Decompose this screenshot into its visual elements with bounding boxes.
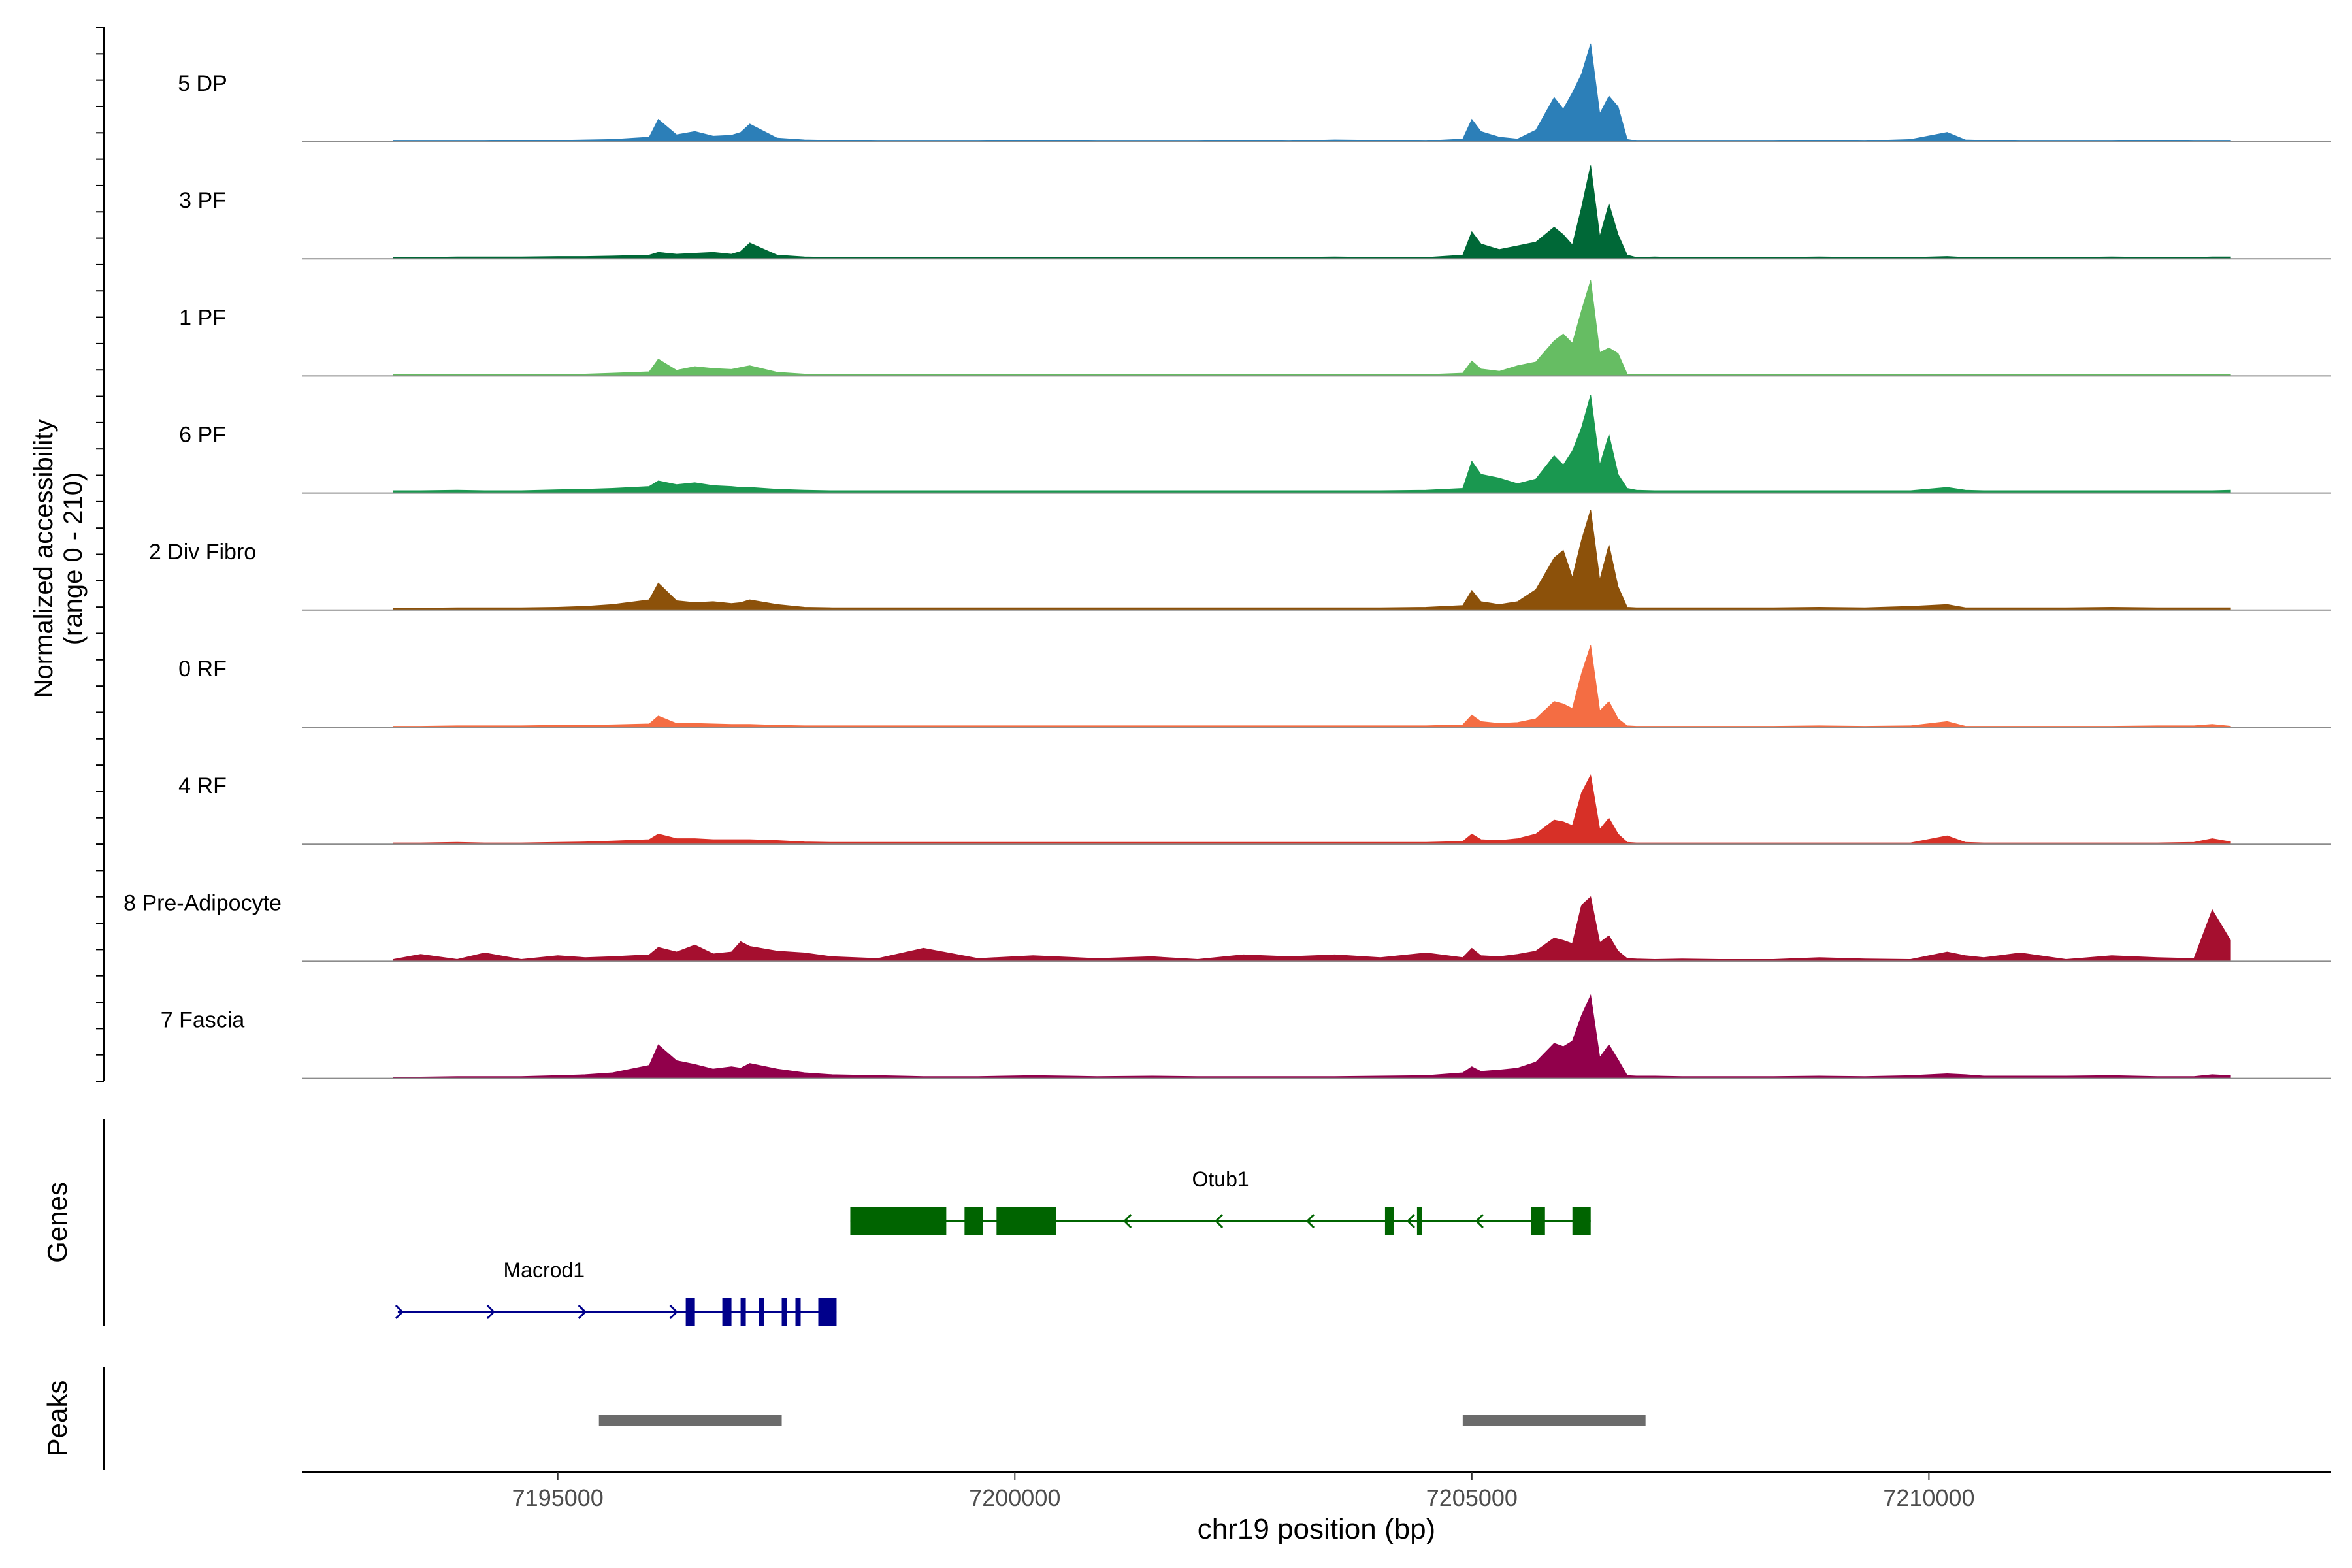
strand-arrow bbox=[669, 1304, 678, 1320]
strand-arrow bbox=[1406, 1213, 1415, 1229]
coverage-track: 5 DP bbox=[178, 43, 2331, 142]
gene-exon bbox=[818, 1298, 837, 1326]
gene-exon bbox=[1416, 1207, 1422, 1235]
coverage-track: 8 Pre-Adipocyte bbox=[123, 890, 2331, 962]
peak-region bbox=[1462, 1415, 1646, 1426]
x-tick-label: 7200000 bbox=[969, 1484, 1060, 1511]
gene-exon bbox=[795, 1298, 801, 1326]
coverage-track: 2 Div Fibro bbox=[149, 510, 2331, 611]
coverage-track: 3 PF bbox=[179, 165, 2331, 260]
x-tick-label: 7195000 bbox=[512, 1484, 604, 1511]
coverage-area bbox=[393, 395, 2231, 494]
coverage-track: 7 Fascia bbox=[161, 994, 2331, 1079]
track-label: 5 DP bbox=[178, 71, 227, 96]
gene-label: Macrod1 bbox=[504, 1258, 585, 1282]
x-axis-title: chr19 position (bp) bbox=[1198, 1513, 1435, 1545]
gene-exon bbox=[850, 1207, 947, 1235]
y-axis-title: Normalized accessibility bbox=[29, 419, 58, 698]
gene-exon bbox=[740, 1298, 746, 1326]
track-label: 7 Fascia bbox=[161, 1008, 245, 1033]
coverage-area bbox=[393, 645, 2231, 728]
strand-arrow bbox=[1475, 1213, 1484, 1229]
track-label: 1 PF bbox=[179, 305, 226, 330]
coverage-area bbox=[393, 994, 2231, 1079]
gene-exon bbox=[964, 1207, 983, 1235]
coverage-area bbox=[393, 280, 2231, 376]
genes-track-label: Genes bbox=[42, 1182, 73, 1263]
peak-region bbox=[598, 1415, 782, 1426]
strand-arrow bbox=[486, 1304, 495, 1320]
peaks-track bbox=[598, 1415, 1646, 1426]
coverage-tracks: 5 DP 3 PF 1 PF 6 PF 2 Div Fibro 0 RF 4 RF 8 Pre… bbox=[123, 43, 2331, 1079]
strand-arrow bbox=[1123, 1213, 1132, 1229]
genes-track: Otub1 Macrod1 bbox=[395, 1168, 1591, 1326]
gene-exon bbox=[781, 1298, 787, 1326]
x-tick-label: 7205000 bbox=[1426, 1484, 1518, 1511]
coverage-track: 6 PF bbox=[179, 395, 2331, 494]
track-label: 4 RF bbox=[178, 774, 227, 798]
strand-arrow bbox=[395, 1304, 404, 1320]
gene-exon bbox=[1384, 1207, 1394, 1235]
gene-exon bbox=[1531, 1207, 1545, 1235]
coverage-area bbox=[393, 896, 2231, 962]
gene-model: Otub1 bbox=[850, 1168, 1591, 1235]
strand-arrow bbox=[1305, 1213, 1315, 1229]
gene-label: Otub1 bbox=[1192, 1168, 1249, 1191]
track-label: 6 PF bbox=[179, 423, 226, 448]
track-label: 2 Div Fibro bbox=[149, 540, 256, 564]
y-axis-range-note: (range 0 - 210) bbox=[59, 472, 88, 645]
track-label: 8 Pre-Adipocyte bbox=[123, 890, 282, 915]
gene-exon bbox=[722, 1298, 732, 1326]
coverage-y-ticks bbox=[96, 27, 104, 1082]
track-label: 0 RF bbox=[178, 657, 227, 681]
x-axis-ticks: 7195000 7200000 7205000 7210000 bbox=[512, 1472, 1974, 1511]
gene-exon bbox=[1572, 1207, 1591, 1235]
gene-exon bbox=[685, 1298, 695, 1326]
strand-arrow bbox=[1214, 1213, 1224, 1229]
gene-exon bbox=[996, 1207, 1056, 1235]
gene-model: Macrod1 bbox=[395, 1258, 837, 1326]
coverage-area bbox=[393, 43, 2231, 142]
x-tick-label: 7210000 bbox=[1883, 1484, 1974, 1511]
peaks-track-label: Peaks bbox=[42, 1380, 73, 1457]
track-label: 3 PF bbox=[179, 188, 226, 213]
coverage-track: 1 PF bbox=[179, 280, 2331, 377]
coverage-track: 4 RF bbox=[178, 774, 2331, 845]
gene-exon bbox=[759, 1298, 764, 1326]
coverage-track: 0 RF bbox=[178, 645, 2331, 728]
strand-arrow bbox=[578, 1304, 587, 1320]
coverage-area bbox=[393, 165, 2231, 259]
coverage-area bbox=[393, 774, 2231, 845]
coverage-area bbox=[393, 510, 2231, 611]
